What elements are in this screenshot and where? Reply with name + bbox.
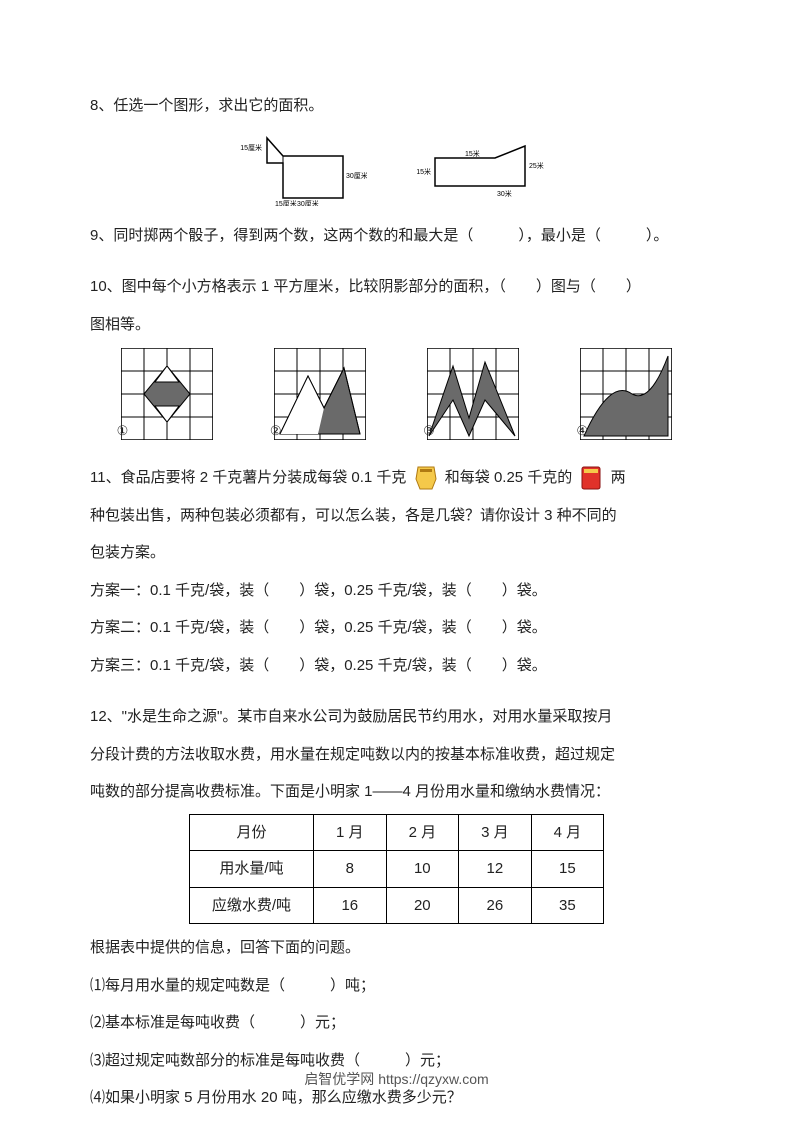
svg-text:30厘米: 30厘米 [346, 171, 367, 180]
q11-p2: 种包装出售，两种包装必须都有，可以怎么装，各是几袋？请你设计 3 种不同的 [90, 500, 703, 532]
table-row: 用水量/吨 8 10 12 15 [189, 851, 603, 888]
table-row: 应缴水费/吨 16 20 26 35 [189, 887, 603, 924]
q12-p2: 分段计费的方法收取水费，用水量在规定吨数以内的按基本标准收费，超过规定 [90, 739, 703, 771]
svg-text:15米: 15米 [465, 149, 480, 158]
th: 3 月 [459, 814, 532, 851]
q11-p1c: 两 [611, 469, 626, 486]
q8-text: 8、任选一个图形，求出它的面积。 [90, 90, 703, 122]
th: 2 月 [386, 814, 459, 851]
td: 15 [531, 851, 604, 888]
q12-after: 根据表中提供的信息，回答下面的问题。 [90, 932, 703, 964]
th: 月份 [189, 814, 313, 851]
th: 1 月 [314, 814, 387, 851]
td: 20 [386, 887, 459, 924]
td: 26 [459, 887, 532, 924]
td: 应缴水费/吨 [189, 887, 313, 924]
td: 12 [459, 851, 532, 888]
td: 16 [314, 887, 387, 924]
q11-l2: 方案二：0.1 千克/袋，装（ ）袋，0.25 千克/袋，装（ ）袋。 [90, 612, 703, 644]
chip-bag-small-icon [415, 465, 437, 491]
page-footer: 启智优学网 https://qzyxw.com [0, 1065, 793, 1094]
q10-label-1: ① [117, 417, 129, 444]
q8-figures: 15厘米 15厘米 30厘米 30厘米 15米 15米 25米 30米 [90, 128, 703, 206]
q10-figures: ① ② ③ ④ [90, 348, 703, 440]
q12-s1: ⑴每月用水量的规定吨数是（ ）吨； [90, 970, 703, 1002]
q11-l3: 方案三：0.1 千克/袋，装（ ）袋，0.25 千克/袋，装（ ）袋。 [90, 650, 703, 682]
q11-p3: 包装方案。 [90, 537, 703, 569]
q12-p3: 吨数的部分提高收费标准。下面是小明家 1——4 月份用水量和缴纳水费情况： [90, 776, 703, 808]
q8-fig1: 15厘米 15厘米 30厘米 30厘米 [237, 128, 367, 206]
q10-label-3: ③ [423, 417, 435, 444]
q10-line2: 图相等。 [90, 309, 703, 341]
q12-p1: 12、"水是生命之源"。某市自来水公司为鼓励居民节约用水，对用水量采取按月 [90, 701, 703, 733]
td: 8 [314, 851, 387, 888]
q12-table: 月份 1 月 2 月 3 月 4 月 用水量/吨 8 10 12 15 应缴水费… [189, 814, 604, 925]
q8-fig2: 15米 15米 25米 30米 [417, 128, 557, 206]
td: 用水量/吨 [189, 851, 313, 888]
td: 10 [386, 851, 459, 888]
svg-text:15厘米: 15厘米 [275, 199, 297, 206]
chip-bag-large-icon [580, 465, 602, 491]
q10-fig2: ② [274, 348, 366, 440]
td: 35 [531, 887, 604, 924]
q10-line1: 10、图中每个小方格表示 1 平方厘米，比较阴影部分的面积，（ ）图与（ ） [90, 271, 703, 303]
svg-text:15厘米: 15厘米 [240, 143, 262, 152]
q11-p1: 11、食品店要将 2 千克薯片分装成每袋 0.1 千克 和每袋 0.25 千克的… [90, 462, 703, 494]
svg-text:30米: 30米 [497, 189, 512, 198]
svg-text:25米: 25米 [529, 161, 544, 170]
svg-text:30厘米: 30厘米 [297, 199, 319, 206]
q11-p1b: 和每袋 0.25 千克的 [445, 469, 573, 486]
q10-label-4: ④ [576, 417, 588, 444]
th: 4 月 [531, 814, 604, 851]
q10-label-2: ② [270, 417, 282, 444]
svg-text:15米: 15米 [417, 167, 431, 176]
q10-fig1: ① [121, 348, 213, 440]
q11-l1: 方案一：0.1 千克/袋，装（ ）袋，0.25 千克/袋，装（ ）袋。 [90, 575, 703, 607]
q11-p1a: 11、食品店要将 2 千克薯片分装成每袋 0.1 千克 [90, 469, 406, 486]
q10-fig3: ③ [427, 348, 519, 440]
table-row: 月份 1 月 2 月 3 月 4 月 [189, 814, 603, 851]
q10-fig4: ④ [580, 348, 672, 440]
q9-text: 9、同时掷两个骰子，得到两个数，这两个数的和最大是（ ），最小是（ ）。 [90, 220, 703, 252]
q12-s2: ⑵基本标准是每吨收费（ ）元； [90, 1007, 703, 1039]
